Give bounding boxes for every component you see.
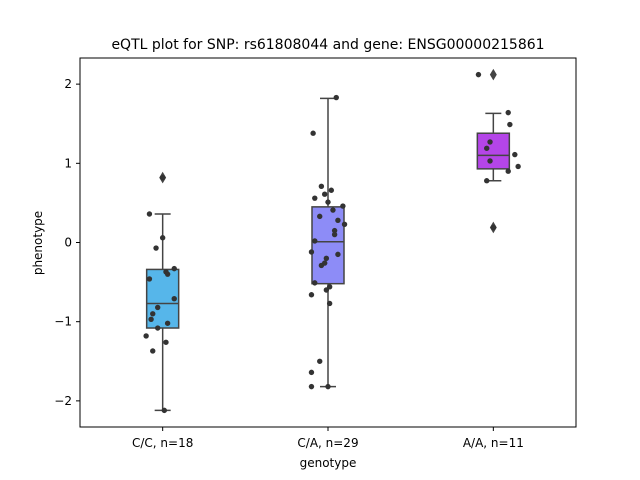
data-point — [171, 265, 177, 272]
data-point — [323, 255, 330, 262]
data-point — [317, 358, 323, 364]
data-point — [146, 211, 153, 217]
data-point — [487, 139, 493, 145]
x-tick-label: A/A, n=11 — [463, 436, 524, 450]
data-point — [331, 231, 338, 238]
plot-area — [143, 68, 521, 414]
data-point — [331, 227, 338, 234]
data-point — [512, 151, 518, 158]
data-point — [308, 249, 315, 255]
data-point — [330, 207, 336, 213]
data-point — [148, 316, 154, 323]
box-group — [145, 171, 180, 412]
data-point — [150, 311, 156, 317]
y-tick-label: 1 — [64, 156, 72, 170]
data-point — [308, 292, 315, 298]
y-tick-label: 2 — [64, 77, 72, 91]
data-point — [484, 145, 490, 151]
data-point — [163, 339, 169, 345]
x-axis-label: genotype — [300, 456, 357, 470]
data-point — [161, 407, 168, 414]
data-point — [164, 320, 171, 326]
data-point — [312, 238, 318, 244]
data-point — [341, 221, 348, 227]
data-point — [328, 187, 335, 193]
data-point — [153, 245, 159, 251]
data-point — [310, 130, 316, 136]
data-point — [150, 348, 156, 354]
data-point — [333, 94, 339, 101]
data-point — [164, 271, 171, 277]
chart-title: eQTL plot for SNP: rs61808044 and gene: … — [111, 37, 544, 53]
y-tick-label: −1 — [54, 315, 72, 329]
data-point — [515, 163, 521, 170]
data-point — [159, 235, 166, 241]
data-point — [326, 300, 333, 307]
data-point — [159, 174, 166, 181]
x-tick-label: C/C, n=18 — [132, 436, 193, 450]
data-point — [490, 224, 497, 231]
data-point — [312, 280, 318, 286]
box-group — [476, 68, 511, 234]
data-point — [505, 168, 511, 174]
data-point — [312, 195, 318, 201]
y-axis-label: phenotype — [31, 211, 45, 275]
x-axis: C/C, n=18 C/A, n=29 A/A, n=11 — [132, 427, 524, 450]
data-point — [475, 71, 482, 78]
data-point — [318, 183, 325, 189]
x-tick-label: C/A, n=29 — [297, 436, 358, 450]
data-point — [487, 158, 493, 164]
data-point — [325, 199, 331, 205]
box-iqr — [476, 132, 511, 170]
data-point — [308, 369, 315, 376]
data-point — [308, 383, 315, 390]
data-point — [143, 333, 149, 339]
data-point — [507, 121, 513, 128]
data-point — [484, 178, 490, 184]
data-point — [335, 217, 341, 224]
y-tick-label: 0 — [64, 236, 72, 250]
data-point — [155, 304, 161, 311]
data-point — [155, 325, 161, 331]
data-point — [505, 109, 511, 116]
data-point — [146, 276, 153, 282]
data-point — [335, 251, 341, 258]
y-axis: −2 −1 0 1 2 — [54, 77, 80, 408]
data-point — [340, 203, 346, 209]
data-point — [317, 213, 323, 220]
y-tick-label: −2 — [54, 394, 72, 408]
data-point — [171, 296, 177, 302]
outlier-marker — [489, 68, 497, 81]
data-point — [325, 383, 331, 390]
data-point — [321, 191, 328, 197]
data-point — [323, 287, 330, 293]
data-point — [318, 262, 325, 269]
